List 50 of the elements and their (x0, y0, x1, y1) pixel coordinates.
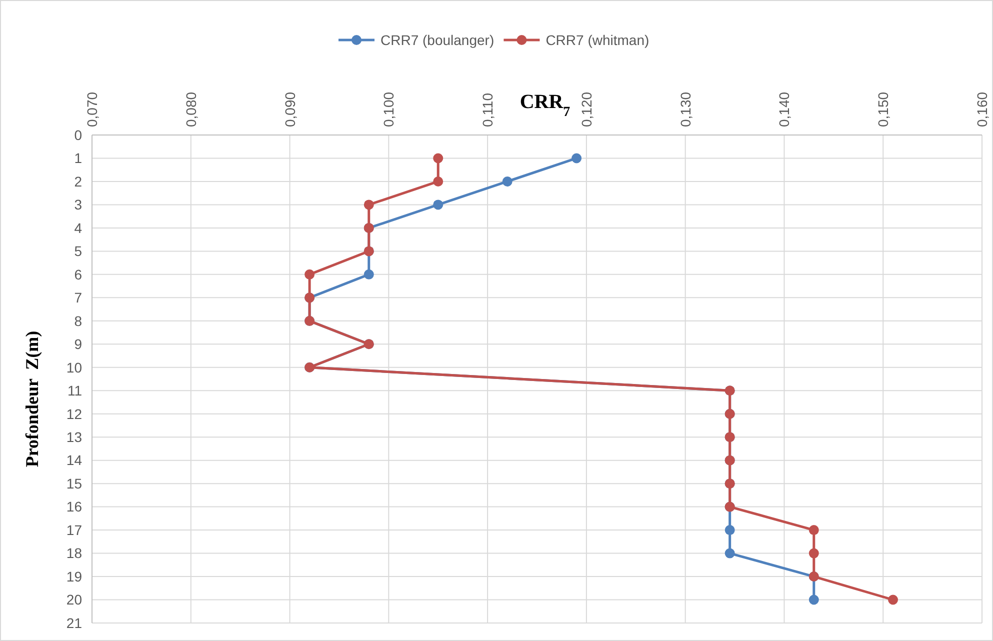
y-tick-label: 21 (66, 614, 82, 631)
point (724, 548, 735, 558)
y-tick-label: 5 (74, 243, 82, 260)
point (433, 153, 444, 164)
y-tick-label: 14 (66, 452, 82, 468)
point (364, 269, 374, 280)
y-tick-label: 0 (74, 126, 82, 143)
y-tick-label: 9 (74, 336, 82, 352)
x-tick-label: 0,070 (84, 92, 100, 127)
y-tick-label: 2 (74, 173, 82, 190)
point (433, 200, 444, 210)
y-tick-label: 17 (66, 522, 82, 538)
y-tick-label: 4 (74, 220, 82, 236)
y-tick-label: 16 (66, 498, 82, 515)
point (364, 200, 374, 210)
point (808, 594, 819, 605)
y-tick-label: 13 (66, 428, 82, 445)
y-tick-label: 6 (74, 266, 82, 282)
legend-label: CRR7 (whitman) (546, 32, 650, 48)
point (808, 525, 819, 536)
point (808, 548, 819, 558)
y-tick-label: 15 (66, 475, 82, 492)
legend-label: CRR7 (boulanger) (380, 32, 494, 48)
point (572, 153, 582, 164)
point (433, 176, 444, 186)
x-axis-title: CRR$_{7}$ (520, 91, 570, 120)
y-tick-label: 20 (66, 592, 82, 608)
y-tick-label: 10 (66, 359, 82, 376)
x-tick-label: 0,080 (182, 92, 199, 127)
point (304, 269, 315, 280)
y-tick-label: 11 (67, 382, 82, 399)
x-tick-label: 0,100 (380, 92, 397, 127)
y-tick-label: 3 (74, 196, 82, 213)
y-axis-title: Profondeur Z(m) (22, 330, 42, 468)
y-tick-label: 8 (74, 312, 82, 329)
y-tick-label: 7 (74, 290, 82, 306)
y-tick-label: 18 (66, 545, 82, 562)
y-tick-label: 12 (66, 406, 82, 422)
point (888, 594, 898, 605)
x-tick-label: 0,160 (974, 92, 990, 127)
x-tick-label: 0,140 (776, 92, 792, 127)
point (724, 525, 735, 536)
x-tick-label: 0,120 (578, 92, 594, 127)
x-tick-label: 0,130 (677, 92, 694, 127)
y-tick-label: 1 (74, 150, 82, 166)
y-tick-label: 19 (66, 568, 82, 584)
x-tick-label: 0,110 (480, 92, 496, 127)
point (502, 176, 512, 186)
x-tick-label: 0,090 (282, 92, 298, 127)
x-tick-label: 0,150 (875, 92, 892, 127)
